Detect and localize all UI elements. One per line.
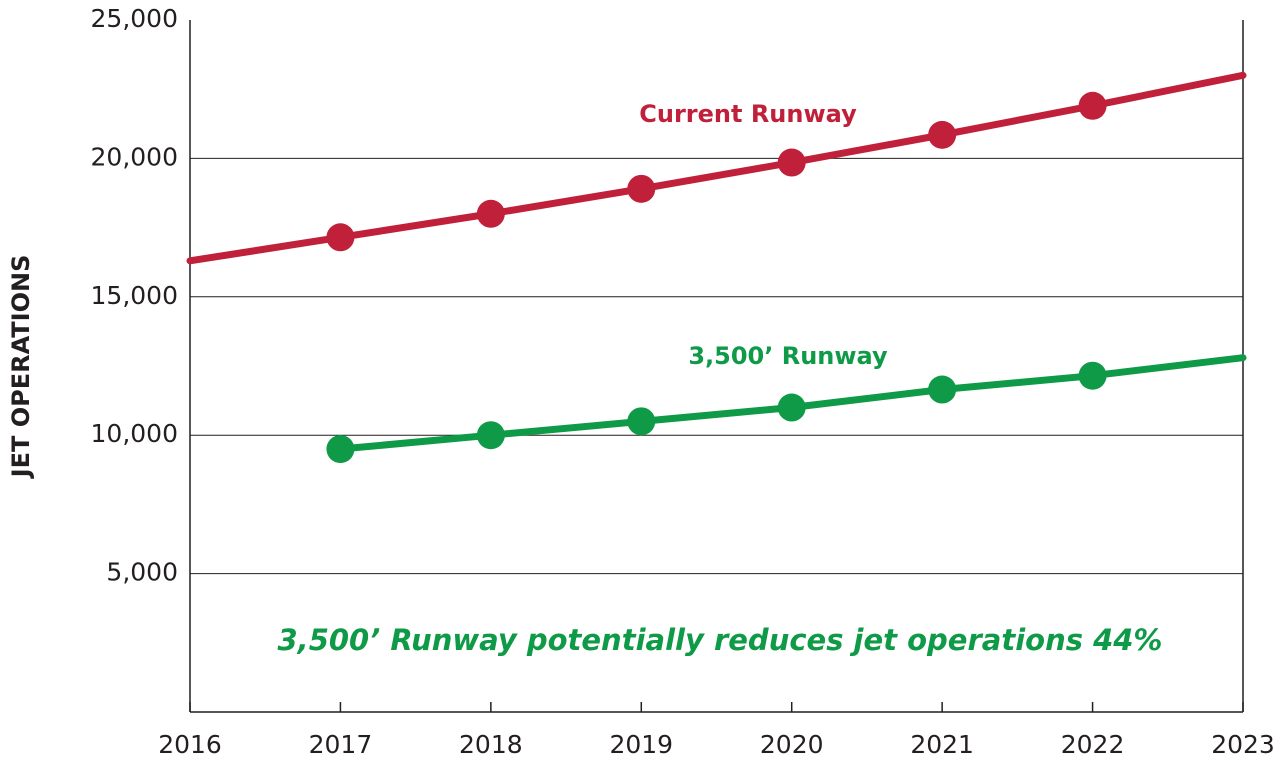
series-label: 3,500’ Runway	[688, 342, 888, 370]
point	[627, 174, 656, 203]
point	[1078, 91, 1107, 120]
point	[1078, 361, 1107, 390]
point	[476, 199, 505, 228]
point	[627, 407, 656, 436]
y-tick-label: 20,000	[91, 142, 178, 171]
point	[928, 120, 957, 149]
x-tick-label: 2016	[158, 730, 222, 759]
point	[476, 421, 505, 450]
y-tick-label: 25,000	[91, 4, 178, 33]
x-tick-label: 2018	[459, 730, 523, 759]
y-tick-label: 15,000	[91, 281, 178, 310]
y-tick-label: 5,000	[106, 558, 178, 587]
series-label: Current Runway	[639, 100, 857, 128]
x-tick-label: 2017	[309, 730, 373, 759]
point	[777, 393, 806, 422]
annotation: 3,500’ Runway potentially reduces jet op…	[278, 623, 1163, 657]
point	[777, 148, 806, 177]
x-tick-label: 2023	[1211, 730, 1275, 759]
x-tick-label: 2020	[760, 730, 824, 759]
x-tick-label: 2021	[910, 730, 974, 759]
x-tick-label: 2022	[1061, 730, 1125, 759]
x-tick-label: 2019	[609, 730, 673, 759]
y-axis-title: JET OPERATIONS	[7, 255, 35, 480]
y-tick-label: 10,000	[91, 419, 178, 448]
point	[326, 223, 355, 252]
series-line	[186, 71, 1247, 265]
point	[326, 435, 355, 464]
point	[928, 375, 957, 404]
